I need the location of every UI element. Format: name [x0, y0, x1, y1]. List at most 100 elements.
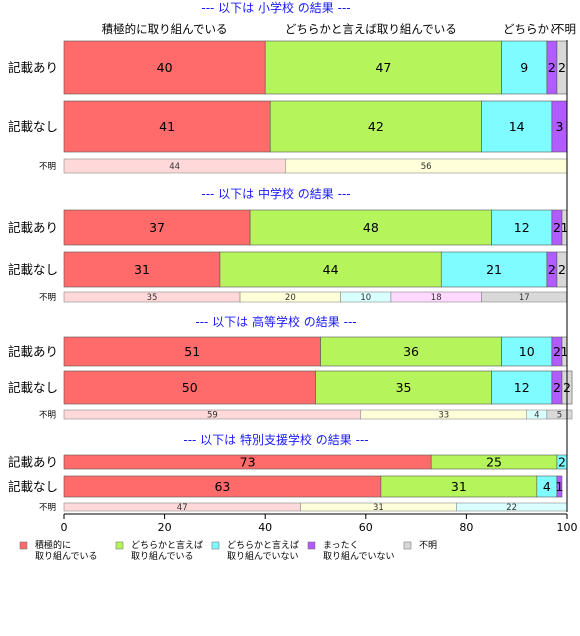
unknown-value-label-3-2: 22: [506, 503, 517, 513]
legend-swatch-3: [307, 541, 316, 550]
bar-value-label-0-1-3: 3: [555, 119, 563, 134]
unknown-value-label-3-0: 47: [177, 503, 188, 513]
x-tick-label-0: 0: [61, 521, 68, 534]
unknown-segment-2-4: [546, 409, 573, 420]
bar-value-label-3-1-1: 31: [451, 479, 467, 494]
section-title-0: --- 以下は 小学校 の結果 ---: [201, 0, 350, 15]
bar-value-label-2-0-4: 1: [561, 344, 569, 359]
x-tick-label-4: 80: [459, 521, 473, 534]
bar-segment-2-0-1: [320, 336, 502, 367]
section-title-2: --- 以下は 高等学校 の結果 ---: [195, 314, 356, 329]
bar-segment-2-0-0: [63, 336, 321, 367]
bar-segment-0-0-1: [264, 40, 502, 95]
bar-value-label-1-1-0: 31: [134, 262, 150, 277]
row-label-2-1: 記載なし: [8, 380, 58, 395]
bar-value-label-2-0-1: 36: [403, 344, 419, 359]
x-tick-label-3: 60: [359, 521, 373, 534]
bar-segment-1-0-2: [491, 209, 553, 246]
legend-label-4-0: 不明: [419, 540, 437, 551]
bar-value-label-2-1-1: 35: [396, 380, 412, 395]
row-label-1-1: 記載なし: [8, 262, 58, 277]
row-label-2-0: 記載あり: [8, 344, 58, 359]
bar-segment-2-0-2: [501, 336, 553, 367]
bar-value-label-0-1-0: 41: [159, 119, 175, 134]
unknown-value-label-2-1: 33: [438, 411, 449, 421]
header-label-1: どちらかと言えば取り組んでいる: [285, 22, 457, 36]
bar-value-label-1-1-3: 2: [548, 262, 556, 277]
bar-value-label-3-0-2: 2: [558, 455, 566, 470]
bar-segment-2-1-0: [63, 370, 316, 405]
bar-value-label-0-0-1: 47: [375, 60, 391, 75]
bar-value-label-1-0-2: 12: [514, 220, 530, 235]
legend-swatch-4: [403, 541, 412, 550]
header-label-0: 積極的に取り組んでいる: [102, 22, 228, 36]
unknown-value-label-2-2: 4: [534, 411, 539, 421]
section-title-1: --- 以下は 中学校 の結果 ---: [201, 186, 350, 201]
bar-value-label-2-1-3: 2: [553, 380, 561, 395]
legend-label-2-1: 取り組んでいない: [227, 550, 299, 562]
bar-segment-1-0-1: [249, 209, 492, 246]
bar-value-label-1-1-1: 44: [323, 262, 339, 277]
bar-value-label-3-1-2: 4: [543, 479, 551, 494]
legend-label-3-1: 取り組んでいない: [323, 550, 395, 562]
bar-value-label-1-1-4: 2: [558, 262, 566, 277]
legend-label-0-1: 取り組んでいる: [35, 550, 98, 562]
row-label-3-0: 記載あり: [8, 455, 58, 470]
unknown-label-0: 不明: [39, 162, 56, 172]
bar-value-label-3-0-0: 73: [240, 455, 256, 470]
bar-value-label-1-0-4: 1: [561, 220, 569, 235]
bar-value-label-3-1-0: 63: [214, 479, 230, 494]
bar-value-label-2-1-2: 12: [514, 380, 530, 395]
bar-value-label-1-1-2: 21: [486, 262, 502, 277]
bar-value-label-1-0-1: 48: [363, 220, 379, 235]
bar-segment-1-1-1: [219, 251, 442, 288]
bar-value-label-0-0-3: 2: [548, 60, 556, 75]
x-tick-label-1: 20: [158, 521, 172, 534]
row-label-0-0: 記載あり: [8, 60, 58, 75]
legend-swatch-0: [19, 541, 28, 550]
bar-value-label-0-1-2: 14: [509, 119, 525, 134]
legend-label-1-1: 取り組んでいる: [131, 550, 194, 562]
bar-value-label-3-0-1: 25: [486, 455, 502, 470]
header-label-3: 不明: [553, 22, 576, 36]
bar-value-label-3-1-3: 1: [555, 479, 563, 494]
unknown-value-label-1-1: 20: [285, 293, 296, 303]
legend-label-3-0: まったく: [323, 540, 359, 551]
unknown-value-label-0-0: 44: [169, 162, 180, 172]
x-tick-label-2: 40: [258, 521, 272, 534]
bar-segment-1-0-0: [63, 209, 251, 246]
unknown-label-1: 不明: [39, 293, 56, 303]
unknown-value-label-1-3: 18: [431, 293, 442, 303]
bar-segment-1-1-2: [440, 251, 548, 288]
legend-label-1-0: どちらかと言えば: [131, 539, 203, 551]
bar-segment-0-1-2: [481, 100, 553, 153]
legend-swatch-1: [115, 541, 124, 550]
unknown-value-label-1-4: 17: [519, 293, 530, 303]
bar-value-label-0-1-1: 42: [368, 119, 384, 134]
bar-value-label-0-0-0: 40: [157, 60, 173, 75]
bar-value-label-2-0-0: 51: [184, 344, 200, 359]
legend-label-0-0: 積極的に: [35, 539, 71, 551]
row-label-0-1: 記載なし: [8, 119, 58, 134]
bar-value-label-2-0-2: 10: [519, 344, 535, 359]
bar-value-label-2-1-0: 50: [182, 380, 198, 395]
bar-segment-1-1-0: [63, 251, 221, 288]
x-tick-label-5: 100: [557, 521, 578, 534]
bar-segment-0-1-0: [63, 100, 271, 153]
unknown-value-label-0-1: 56: [421, 162, 432, 172]
row-label-3-1: 記載なし: [8, 479, 58, 494]
unknown-value-label-1-0: 35: [147, 293, 158, 303]
unknown-value-label-2-0: 59: [207, 411, 218, 421]
bar-segment-0-1-1: [269, 100, 482, 153]
row-label-1-0: 記載あり: [8, 220, 58, 235]
bar-value-label-1-0-0: 37: [149, 220, 165, 235]
unknown-value-label-1-2: 10: [360, 293, 371, 303]
bar-value-label-1-0-3: 2: [553, 220, 561, 235]
unknown-label-2: 不明: [39, 411, 56, 421]
unknown-label-3: 不明: [39, 503, 56, 513]
bar-segment-3-1-3: [556, 475, 563, 498]
bar-segment-2-1-1: [315, 370, 492, 405]
